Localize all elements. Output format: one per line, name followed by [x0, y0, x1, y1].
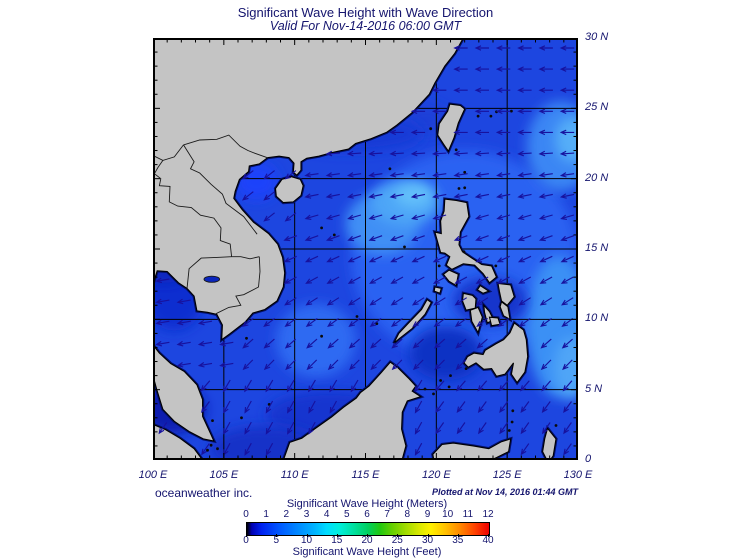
feet-tick-mark [306, 534, 308, 537]
feet-tick-mark [427, 534, 429, 537]
plotted-timestamp: Plotted at Nov 14, 2016 01:44 GMT [431, 487, 578, 497]
lat-label: 20 N [585, 171, 609, 184]
lat-label: 30 N [585, 31, 609, 43]
feet-tick-mark [246, 534, 247, 537]
feet-tick: 25 [391, 535, 403, 546]
feet-tick: 5 [273, 535, 280, 546]
lat-label: 5 N [585, 382, 603, 395]
meters-tick: 7 [384, 509, 390, 520]
legend-meters-title: Significant Wave Height (Meters) [286, 498, 448, 510]
lat-label: 25 N [585, 101, 609, 114]
meters-tick: 11 [462, 509, 474, 520]
lat-label: 10 N [585, 312, 609, 325]
meters-tick: 0 [243, 509, 249, 520]
feet-tick-mark [336, 534, 338, 537]
lon-label: 110 E [280, 469, 309, 481]
feet-tick: 10 [300, 535, 313, 546]
meters-tick: 2 [283, 509, 290, 520]
feet-tick: 15 [331, 535, 343, 546]
lon-label: 100 E [138, 469, 168, 481]
wave-height-colorbar [246, 522, 490, 536]
lon-label: 105 E [209, 469, 239, 481]
lon-label: 120 E [421, 469, 451, 481]
lat-label: 0 [585, 453, 592, 465]
meters-tick: 12 [482, 509, 494, 520]
lon-label: 115 E [351, 469, 380, 481]
feet-tick-mark [457, 534, 459, 537]
page-title: Significant Wave Height with Wave Direct… [237, 5, 494, 20]
feet-tick: 30 [421, 535, 434, 546]
feet-tick: 35 [452, 535, 464, 546]
feet-tick-mark [397, 534, 399, 537]
feet-tick-mark [367, 534, 368, 537]
lon-label: 130 E [563, 469, 593, 481]
lat-label: 15 N [585, 242, 609, 254]
page-subtitle: Valid For Nov-14-2016 06:00 GMT [269, 19, 462, 33]
legend-feet-title: Significant Wave Height (Feet) [292, 546, 442, 558]
land-layer [153, 38, 558, 460]
meters-tick: 9 [424, 509, 431, 520]
meters-tick: 8 [404, 509, 411, 520]
wave-height-map [153, 38, 578, 460]
meters-tick: 10 [442, 509, 454, 520]
feet-tick-mark [276, 534, 278, 537]
feet-tick: 20 [361, 535, 373, 546]
feet-tick: 40 [482, 535, 494, 546]
provider-credit: oceanweather inc. [155, 486, 253, 500]
lon-label: 125 E [492, 469, 522, 481]
map-canvas [153, 38, 578, 460]
meters-tick: 3 [303, 509, 310, 520]
country-borders [153, 134, 268, 315]
feet-tick-mark [488, 534, 489, 537]
meters-tick: 1 [263, 509, 269, 520]
meters-tick: 5 [344, 509, 350, 520]
map-frame [153, 38, 578, 460]
feet-tick: 0 [243, 535, 249, 546]
wave-direction-arrows [155, 45, 575, 456]
meters-tick: 6 [364, 509, 370, 520]
meters-tick: 4 [323, 509, 330, 520]
